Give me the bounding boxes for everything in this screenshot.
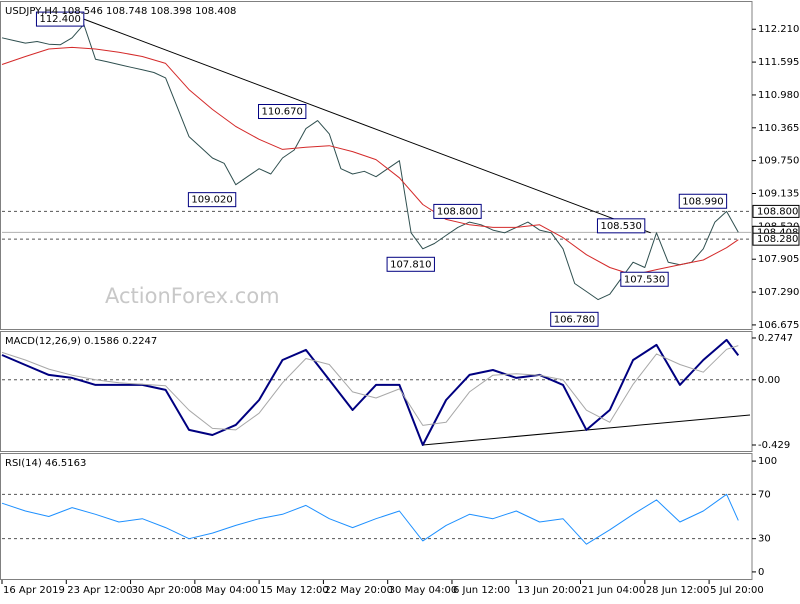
- x-tick-label: 13 Jun 20:00: [517, 585, 581, 596]
- annotation-box: [386, 256, 435, 272]
- annotation-box: [35, 11, 85, 27]
- price-annotation: 109.020: [187, 192, 237, 208]
- series-line: [1, 23, 739, 301]
- price-annotation: 110.670: [258, 104, 307, 120]
- y-tick-label: 100: [758, 456, 777, 467]
- x-tick-label: 22 May 20:00: [324, 585, 393, 596]
- annotation-label: 109.020: [191, 195, 232, 206]
- y-tick-label: 30: [758, 534, 771, 545]
- panel-title: MACD(12,26,9) 0.1586 0.2247: [5, 336, 157, 347]
- trend-line: [83, 18, 651, 234]
- annotation-box: [596, 218, 646, 234]
- y-tick-label: 110.365: [758, 123, 799, 134]
- y-tick-label: 112.210: [758, 24, 799, 35]
- annotation-box: [678, 193, 728, 209]
- panel-frame: [0, 1, 753, 330]
- y-tick-label: 111.595: [758, 57, 799, 68]
- annotation-label: 108.800: [437, 206, 478, 217]
- series-line: [1, 345, 739, 431]
- y-tick-label: 107.290: [758, 287, 799, 298]
- price-annotation: 108.990: [678, 193, 728, 209]
- price-annotation: 107.810: [386, 256, 435, 272]
- y-tick-label: 107.905: [758, 254, 799, 265]
- x-tick-label: 15 May 12:00: [260, 585, 329, 596]
- annotation-box: [550, 311, 599, 327]
- y-tick-label: 109.135: [758, 189, 799, 200]
- y-tick-label: 106.675: [758, 320, 799, 331]
- price-annotation: 108.800: [433, 203, 482, 219]
- x-tick-label: 6 Jun 12:00: [453, 585, 510, 596]
- y-tick-label: 0: [758, 567, 764, 578]
- y-tick-label: 70: [758, 489, 771, 500]
- x-tick-label: 28 Jun 12:00: [646, 585, 710, 596]
- annotation-label: 110.670: [262, 107, 303, 118]
- y-tick-label: 0.2747: [758, 333, 793, 344]
- annotation-label: 107.530: [624, 274, 665, 285]
- panel-title: USDJPY,H4 108.546 108.748 108.398 108.40…: [5, 6, 236, 17]
- panel-title: RSI(14) 46.5163: [5, 458, 86, 469]
- annotation-box: [620, 271, 669, 287]
- x-tick-label: 30 Apr 20:00: [132, 585, 197, 596]
- price-annotation: 107.530: [620, 271, 669, 287]
- x-tick-label: 5 Jul 20:00: [710, 585, 764, 596]
- annotation-label: 106.780: [554, 314, 595, 325]
- watermark: ActionForex.com: [105, 284, 280, 308]
- annotation-box: [258, 104, 307, 120]
- price-level-label: 108.280: [757, 234, 798, 245]
- annotation-label: 107.810: [390, 259, 431, 270]
- series-line: [1, 338, 740, 446]
- annotation-label: 108.530: [600, 221, 641, 232]
- price-level-box: [752, 204, 800, 218]
- panel-frame: [0, 453, 753, 580]
- x-tick-label: 16 Apr 2019: [3, 585, 65, 596]
- y-tick-label: 0.00: [758, 375, 780, 386]
- annotation-label: 112.400: [39, 14, 80, 25]
- price-level-label: 108.800: [757, 206, 798, 217]
- x-tick-label: 30 May 04:00: [389, 585, 458, 596]
- annotation-label: 108.990: [682, 196, 723, 207]
- panel-frame: [0, 331, 753, 452]
- price-annotation: 106.780: [550, 311, 599, 327]
- y-tick-label: 110.980: [758, 90, 799, 101]
- series-line: [1, 493, 739, 545]
- price-level-box: [752, 232, 800, 246]
- price-annotation: 112.400: [35, 11, 85, 27]
- x-tick-label: 21 Jun 04:00: [582, 585, 646, 596]
- price-annotation: 108.530: [596, 218, 646, 234]
- annotation-box: [187, 192, 237, 208]
- x-tick-label: 8 May 04:00: [196, 585, 258, 596]
- y-tick-label: -0.429: [758, 440, 790, 451]
- y-tick-label: 109.750: [758, 156, 799, 167]
- x-tick-label: 23 Apr 12:00: [67, 585, 132, 596]
- annotation-box: [433, 203, 482, 219]
